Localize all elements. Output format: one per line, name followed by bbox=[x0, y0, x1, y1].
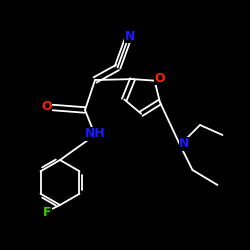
Text: NH: NH bbox=[84, 127, 105, 140]
Text: N: N bbox=[125, 30, 135, 43]
Text: N: N bbox=[179, 137, 190, 150]
Text: F: F bbox=[43, 206, 52, 219]
Text: O: O bbox=[154, 72, 165, 85]
Text: O: O bbox=[41, 100, 51, 113]
